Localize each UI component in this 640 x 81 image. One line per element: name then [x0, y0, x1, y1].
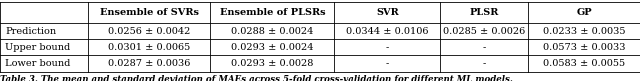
- Text: GP: GP: [576, 8, 592, 17]
- Text: Table 3. The mean and standard deviation of MAEs across 5-fold cross-validation : Table 3. The mean and standard deviation…: [0, 75, 513, 81]
- Text: 0.0288 ± 0.0024: 0.0288 ± 0.0024: [231, 27, 314, 36]
- Text: 0.0293 ± 0.0024: 0.0293 ± 0.0024: [231, 43, 314, 52]
- Text: 0.0285 ± 0.0026: 0.0285 ± 0.0026: [443, 27, 525, 36]
- Text: 0.0233 ± 0.0035: 0.0233 ± 0.0035: [543, 27, 625, 36]
- Text: Prediction: Prediction: [5, 27, 56, 36]
- Text: 0.0344 ± 0.0106: 0.0344 ± 0.0106: [346, 27, 429, 36]
- Text: PLSR: PLSR: [470, 8, 499, 17]
- Text: 0.0301 ± 0.0065: 0.0301 ± 0.0065: [108, 43, 190, 52]
- Text: 0.0256 ± 0.0042: 0.0256 ± 0.0042: [108, 27, 190, 36]
- Text: Lower bound: Lower bound: [5, 59, 70, 68]
- Text: -: -: [386, 43, 389, 52]
- Text: -: -: [483, 43, 486, 52]
- Text: 0.0287 ± 0.0036: 0.0287 ± 0.0036: [108, 59, 190, 68]
- Text: SVR: SVR: [376, 8, 399, 17]
- Text: -: -: [386, 59, 389, 68]
- Text: 0.0583 ± 0.0055: 0.0583 ± 0.0055: [543, 59, 625, 68]
- Text: 0.0293 ± 0.0028: 0.0293 ± 0.0028: [231, 59, 314, 68]
- Text: 0.0573 ± 0.0033: 0.0573 ± 0.0033: [543, 43, 625, 52]
- Text: -: -: [483, 59, 486, 68]
- Text: Ensemble of PLSRs: Ensemble of PLSRs: [220, 8, 325, 17]
- Text: Upper bound: Upper bound: [5, 43, 70, 52]
- Text: Ensemble of SVRs: Ensemble of SVRs: [100, 8, 198, 17]
